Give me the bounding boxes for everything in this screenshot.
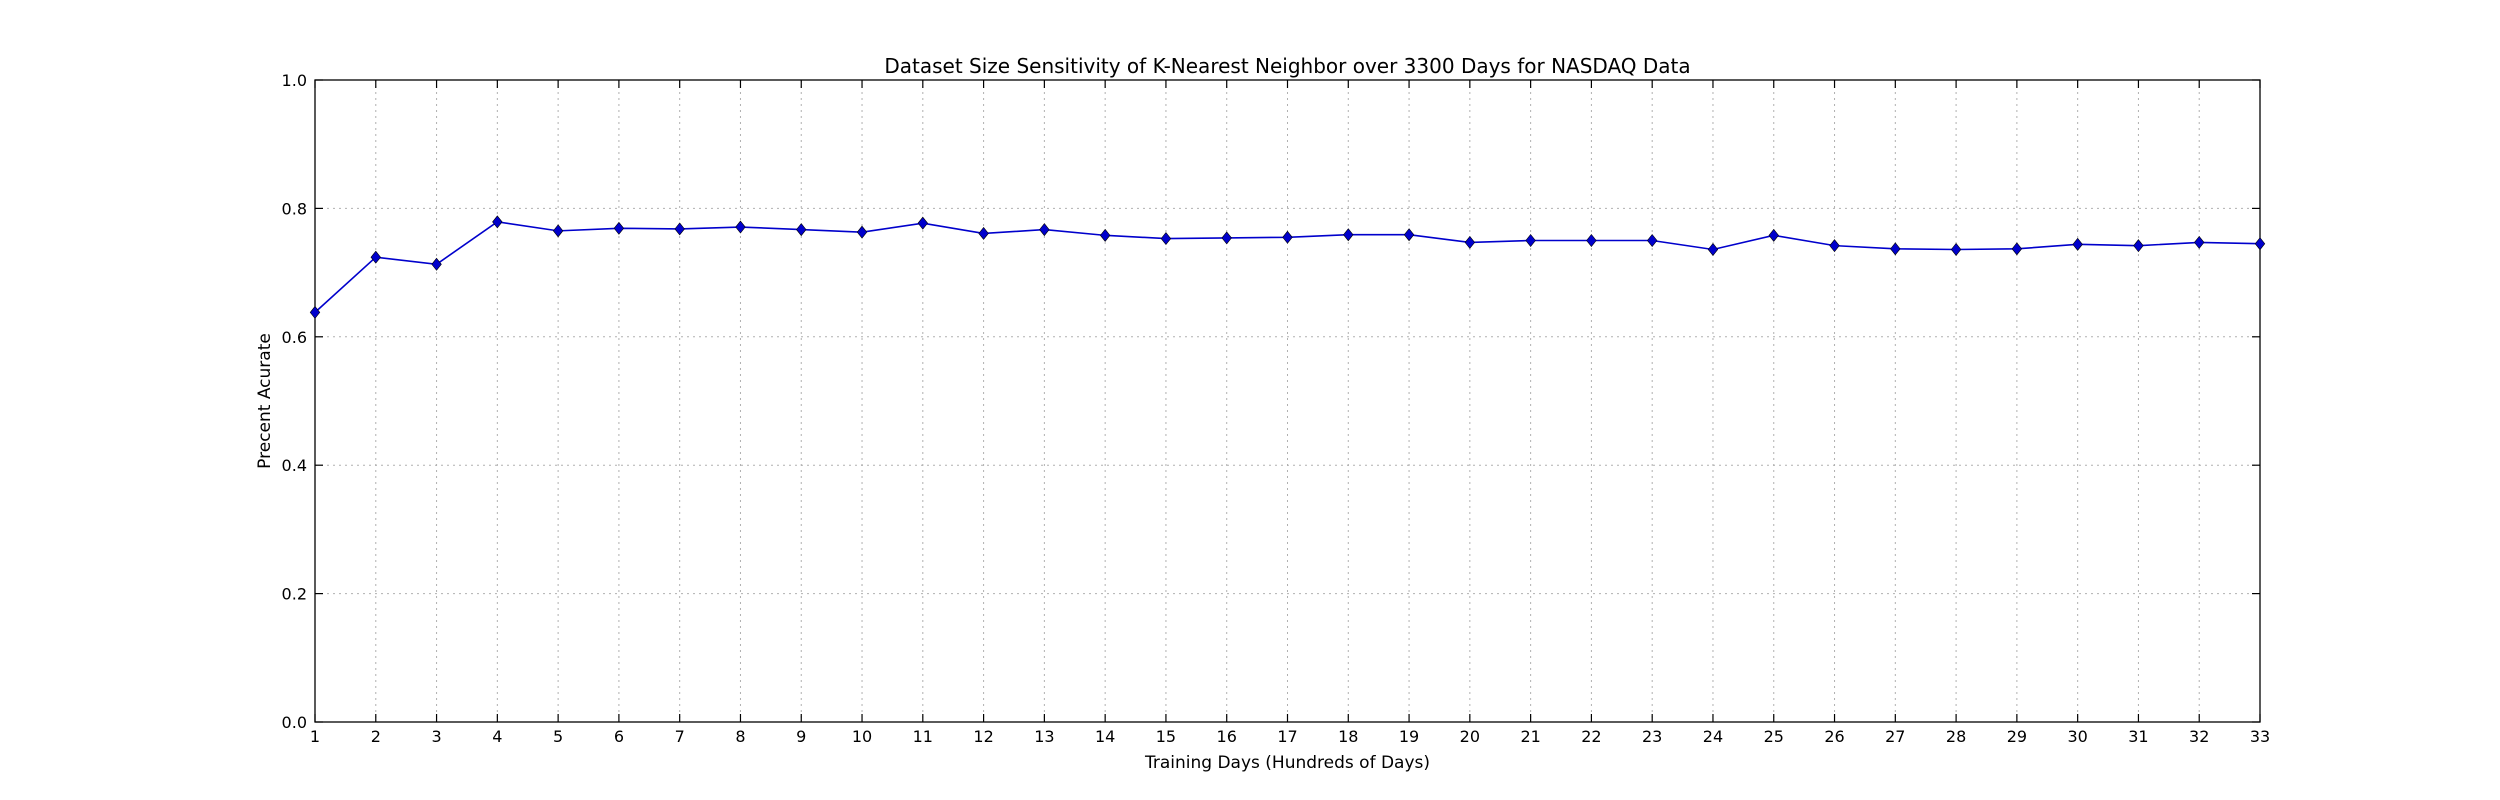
x-tick-label: 9 [796, 727, 806, 746]
data-point-diamond [552, 224, 564, 238]
x-axis-label: Training Days (Hundreds of Days) [1144, 753, 1430, 773]
data-point-diamond [1039, 223, 1050, 237]
y-tick-label: 1.0 [282, 71, 307, 90]
x-tick-label: 30 [2067, 727, 2087, 746]
x-tick-label: 8 [735, 727, 745, 746]
data-point-diamond [674, 222, 685, 236]
data-point-diamond [2133, 239, 2144, 253]
y-axis-label: Precent Acurate [255, 333, 275, 469]
x-tick-label: 27 [1885, 727, 1905, 746]
x-tick-label: 12 [973, 727, 993, 746]
data-point-diamond [370, 250, 381, 264]
data-point-diamond [492, 215, 503, 229]
data-point-diamond [2254, 237, 2266, 251]
x-tick-label: 33 [2250, 727, 2270, 746]
x-tick-label: 32 [2189, 727, 2209, 746]
data-point-diamond [1768, 228, 1779, 242]
data-point-diamond [1282, 230, 1293, 244]
x-tick-label: 6 [614, 727, 624, 746]
x-tick-label: 26 [1824, 727, 1844, 746]
data-point-diamond [309, 305, 321, 319]
data-point-diamond [1525, 234, 1536, 247]
x-tick-label: 14 [1095, 727, 1115, 746]
x-tick-label: 20 [1460, 727, 1480, 746]
x-tick-label: 29 [2007, 727, 2027, 746]
data-point-diamond [1829, 239, 1840, 253]
x-tick-label: 3 [431, 727, 441, 746]
x-tick-label: 2 [371, 727, 381, 746]
x-tick-label: 16 [1217, 727, 1237, 746]
data-point-diamond [1464, 235, 1476, 249]
y-tick-label: 0.8 [282, 199, 307, 218]
data-point-diamond [1707, 243, 1719, 256]
x-tick-label: 22 [1581, 727, 1601, 746]
y-tick-label: 0.0 [282, 713, 307, 732]
x-tick-label: 1 [310, 727, 320, 746]
x-tick-label: 24 [1703, 727, 1723, 746]
data-point-diamond [856, 225, 868, 239]
x-tick-label: 10 [852, 727, 872, 746]
data-point-diamond [735, 220, 746, 234]
data-point-diamond [2011, 242, 2023, 256]
data-point-diamond [431, 257, 442, 271]
x-tick-label: 5 [553, 727, 563, 746]
x-tick-label: 15 [1156, 727, 1176, 746]
data-point-diamond [978, 226, 989, 240]
data-point-diamond [1343, 228, 1354, 242]
data-point-diamond [1890, 242, 1901, 256]
x-tick-label: 23 [1642, 727, 1662, 746]
data-point-diamond [1403, 228, 1415, 242]
series-layer [309, 215, 2266, 319]
x-tick-label: 11 [913, 727, 933, 746]
data-point-diamond [796, 223, 807, 237]
x-tick-label: 21 [1520, 727, 1540, 746]
data-point-diamond [917, 216, 928, 230]
x-tick-label: 17 [1277, 727, 1297, 746]
y-tick-label: 0.6 [282, 328, 307, 347]
data-point-diamond [1099, 228, 1111, 242]
x-tick-label: 7 [675, 727, 685, 746]
x-tick-label: 25 [1764, 727, 1784, 746]
data-point-diamond [1950, 243, 1962, 256]
axis-ticks: 1 2 3 4 5 6 7 8 9 10 11 12 13 14 15 16 17 18 19 20 21 22 23 24 2… [282, 71, 2271, 746]
y-tick-label: 0.4 [282, 456, 307, 475]
x-tick-label: 18 [1338, 727, 1358, 746]
x-tick-label: 19 [1399, 727, 1419, 746]
data-point-diamond [1160, 232, 1172, 246]
data-point-diamond [1221, 231, 1232, 245]
data-point-diamond [613, 221, 625, 235]
y-tick-label: 0.2 [282, 585, 307, 604]
x-tick-label: 4 [492, 727, 502, 746]
grid-lines [315, 80, 2260, 722]
data-point-diamond [1586, 234, 1597, 247]
chart-title: Dataset Size Sensitivity of K-Nearest Ne… [884, 54, 1690, 78]
data-point-diamond [2072, 237, 2083, 251]
x-tick-label: 13 [1034, 727, 1054, 746]
x-tick-label: 31 [2128, 727, 2148, 746]
data-point-diamond [1647, 234, 1658, 247]
x-tick-label: 28 [1946, 727, 1966, 746]
data-point-diamond [2194, 235, 2205, 249]
